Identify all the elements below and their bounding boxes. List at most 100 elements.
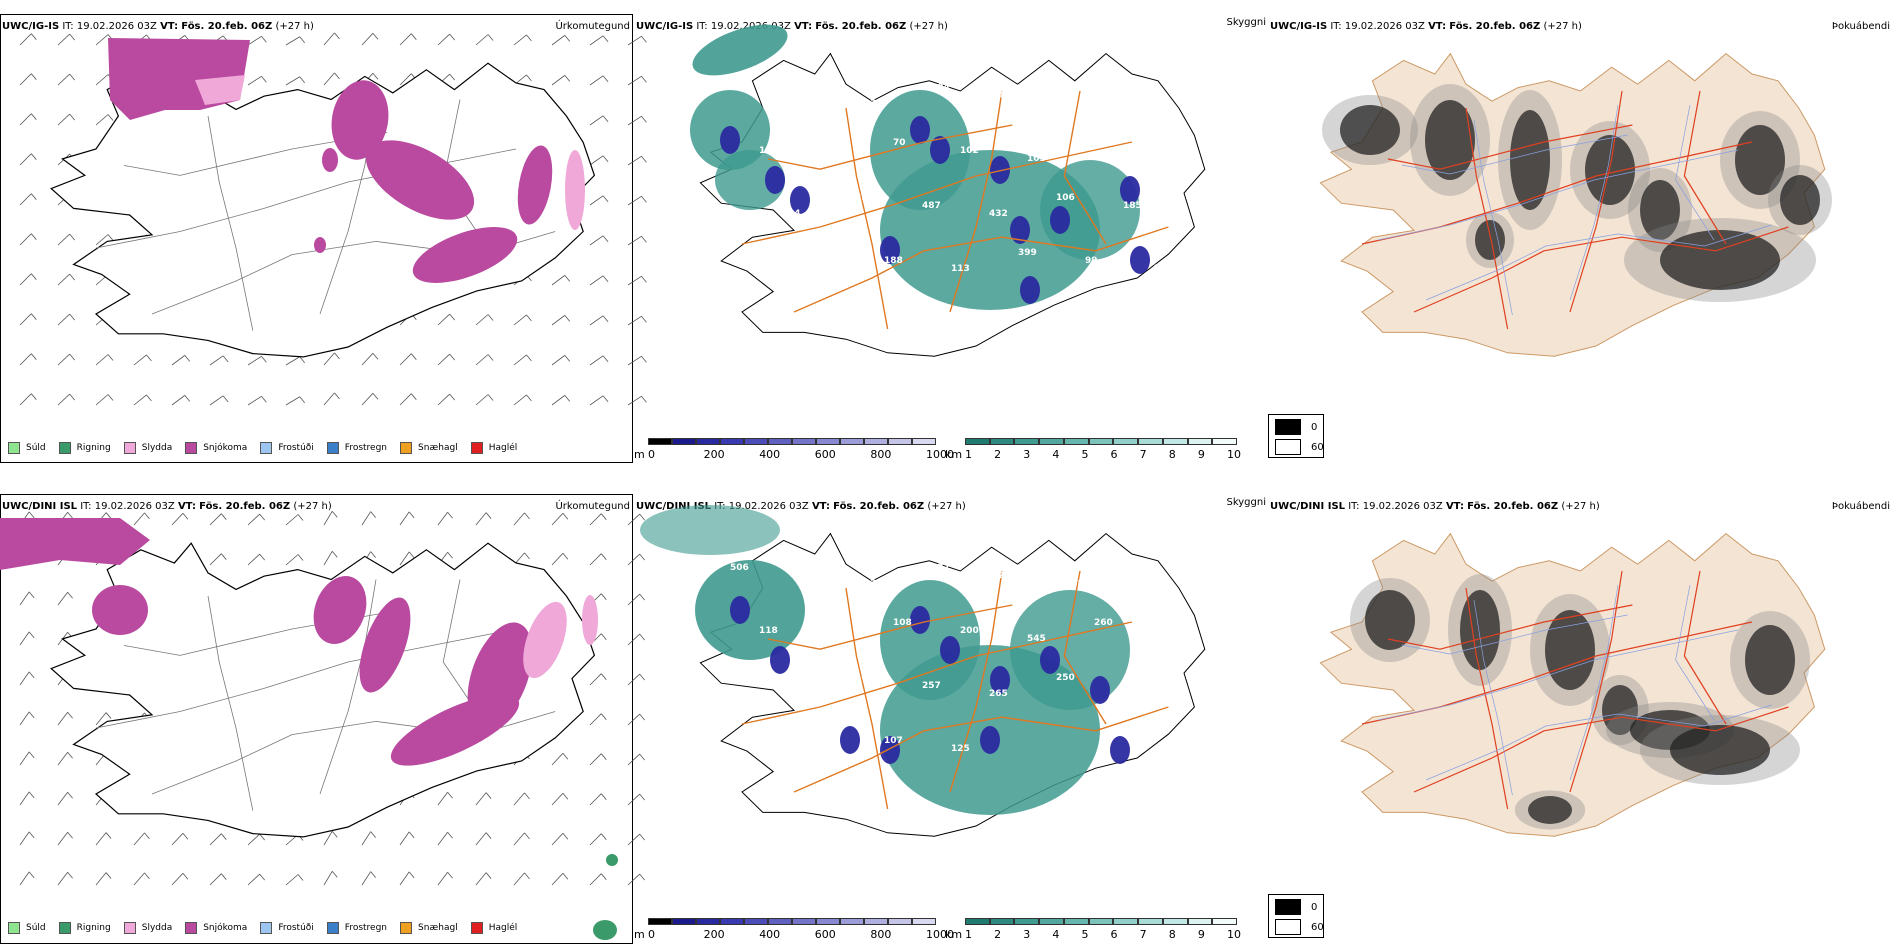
colorbar-tick: 4 bbox=[1052, 928, 1060, 941]
wind-barb bbox=[551, 75, 566, 86]
precip-map-2 bbox=[0, 511, 646, 940]
fog-legend-swatch bbox=[1275, 899, 1301, 915]
wind-barb bbox=[247, 833, 260, 846]
wind-barb bbox=[171, 395, 186, 406]
road-line bbox=[207, 595, 254, 811]
wind-barb-flag bbox=[31, 33, 37, 40]
ceiling-value-label: 337 bbox=[1094, 138, 1113, 148]
road-line bbox=[1413, 706, 1789, 793]
road-line bbox=[793, 226, 1169, 313]
wind-barb-flag bbox=[105, 512, 112, 519]
colorbar-segment bbox=[1212, 438, 1237, 445]
wind-barb bbox=[399, 33, 412, 46]
snow-area bbox=[412, 227, 518, 283]
colorbar-tick: 2 bbox=[994, 928, 1002, 941]
wind-barb-flag bbox=[372, 33, 379, 40]
wind-barb bbox=[323, 871, 333, 886]
wind-barb bbox=[95, 872, 107, 886]
legend-label: Rigning bbox=[76, 923, 111, 933]
wind-barb bbox=[513, 832, 525, 846]
colorbar-tick: 10 bbox=[1227, 928, 1241, 941]
wind-barb-flag bbox=[487, 34, 494, 41]
wind-barb bbox=[589, 833, 602, 846]
fog-map-1 bbox=[1319, 52, 1832, 357]
colorbar-tick: 400 bbox=[759, 928, 781, 941]
wind-barb bbox=[19, 233, 32, 246]
colorbar-tick: 9 bbox=[1197, 928, 1205, 941]
colorbar-segment bbox=[1138, 918, 1163, 925]
wind-barb bbox=[19, 393, 32, 406]
wind-barb bbox=[475, 354, 489, 366]
legend-swatch bbox=[470, 442, 483, 454]
wind-barb-flag bbox=[331, 551, 338, 558]
low-ceiling-area bbox=[1010, 216, 1030, 244]
legend-swatch bbox=[326, 922, 339, 934]
wind-barb-flag bbox=[447, 831, 453, 839]
wind-barb bbox=[285, 554, 299, 566]
wind-barb-flag bbox=[28, 711, 35, 719]
fog-title-2: UWC/DINI ISL IT: 19.02.2026 03Z VT: Fös.… bbox=[1270, 501, 1600, 512]
wind-barb-flag bbox=[641, 116, 647, 123]
wind-barb-flag bbox=[221, 553, 227, 560]
wind-barb bbox=[627, 753, 640, 766]
wind-barb bbox=[285, 514, 299, 526]
wind-barb bbox=[57, 353, 70, 366]
wind-barb-flag bbox=[67, 711, 73, 719]
wind-barb-flag bbox=[601, 673, 607, 680]
colorbar-tick: 8 bbox=[1168, 928, 1176, 941]
low-ceiling-area bbox=[880, 736, 900, 764]
road-line bbox=[845, 587, 889, 810]
wind-barb-flag bbox=[184, 395, 191, 402]
road-line bbox=[1465, 107, 1509, 330]
low-ceiling-area bbox=[980, 726, 1000, 754]
wind-barb bbox=[437, 511, 448, 526]
wind-barb-flag bbox=[107, 234, 114, 241]
wind-barb bbox=[57, 113, 70, 126]
wind-barb bbox=[627, 833, 640, 846]
wind-barb bbox=[19, 831, 30, 846]
fog-legend-label: 60 bbox=[1311, 921, 1324, 933]
wind-barb bbox=[627, 513, 640, 526]
wind-barb bbox=[475, 792, 487, 806]
wind-barb bbox=[399, 871, 410, 886]
wind-barb-flag bbox=[31, 353, 37, 360]
low-ceiling-area bbox=[770, 646, 790, 674]
ceiling-value-label: 265 bbox=[989, 689, 1008, 699]
wind-barb bbox=[57, 751, 68, 766]
low-ceiling-area bbox=[910, 116, 930, 144]
wind-barb-flag bbox=[449, 353, 456, 361]
legend-swatch bbox=[400, 442, 413, 454]
colorbar-segment bbox=[648, 918, 672, 925]
wind-barb-flag bbox=[487, 314, 494, 321]
rain-area bbox=[606, 854, 618, 866]
low-ceiling-area bbox=[1090, 676, 1110, 704]
colorbar-segment bbox=[816, 438, 840, 445]
wind-barb-flag bbox=[184, 355, 191, 362]
wind-barb-flag bbox=[28, 791, 35, 799]
ceiling-value-label: 125 bbox=[951, 744, 970, 754]
wind-barb-flag bbox=[182, 513, 189, 520]
low-ceiling-area bbox=[840, 726, 860, 754]
ceiling-value-label: 41 bbox=[1152, 264, 1165, 274]
wind-barb-flag bbox=[639, 713, 646, 721]
ceiling-value-label: 431 bbox=[1161, 626, 1180, 636]
wind-barb bbox=[589, 753, 602, 766]
wind-barb bbox=[361, 871, 372, 886]
legend-label: Rigning bbox=[76, 443, 111, 453]
wind-barb bbox=[399, 511, 410, 526]
fog-index-area bbox=[1640, 180, 1680, 240]
ceiling-value-label: 106 bbox=[1056, 193, 1075, 203]
colorbar-segment bbox=[1113, 438, 1139, 445]
wind-barb-flag bbox=[297, 554, 304, 561]
wind-barb bbox=[589, 513, 602, 526]
wind-barb bbox=[95, 832, 107, 846]
fog-index-area bbox=[1340, 105, 1400, 155]
wind-barb bbox=[361, 393, 374, 406]
wind-barb-flag bbox=[67, 791, 73, 799]
wind-barb-flag bbox=[447, 551, 453, 559]
colorbar-segment bbox=[744, 438, 768, 445]
snow-area bbox=[92, 585, 148, 635]
wind-barb-flag bbox=[67, 591, 73, 599]
wind-barb bbox=[513, 792, 525, 806]
legend-label: Haglél bbox=[488, 923, 518, 933]
